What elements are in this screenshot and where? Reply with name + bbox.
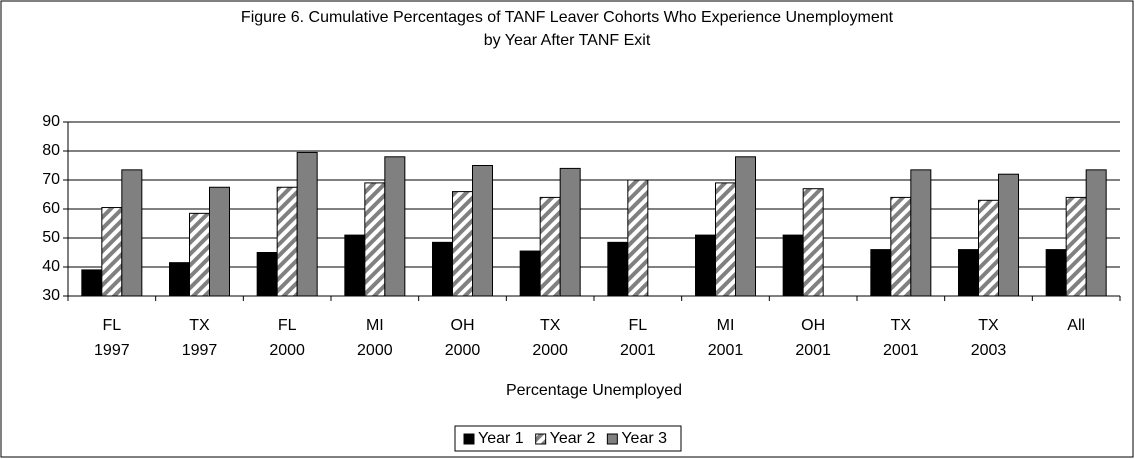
bar: [890, 196, 912, 297]
bar: [452, 191, 473, 297]
bar: [910, 169, 932, 297]
chart-title: Figure 6. Cumulative Percentages of TANF…: [241, 9, 894, 26]
bar: [296, 151, 318, 297]
x-tick-label: 2000: [445, 342, 481, 359]
bar: [432, 241, 453, 297]
bar: [169, 262, 190, 297]
legend-swatch: [463, 433, 475, 445]
bar: [627, 179, 649, 297]
x-tick-label: FL: [628, 317, 647, 334]
legend-box: [454, 425, 682, 452]
bar: [519, 250, 541, 297]
bar: [695, 234, 716, 297]
bar: [364, 182, 386, 297]
bar: [870, 249, 892, 297]
bar: [559, 167, 581, 297]
legend-label: Year 2: [550, 430, 596, 447]
x-tick-label: 2001: [708, 342, 744, 359]
bar: [256, 252, 278, 297]
x-tick-label: 1997: [182, 342, 218, 359]
bar: [472, 165, 493, 297]
bar: [802, 188, 824, 297]
x-tick-label: 2003: [971, 342, 1007, 359]
bar: [1045, 249, 1067, 297]
bar: [958, 249, 979, 297]
bar: [276, 186, 298, 297]
y-tick-label: 90: [42, 113, 60, 130]
x-tick-label: TX: [540, 317, 561, 334]
legend-swatch: [606, 433, 618, 445]
x-tick-label: 1997: [94, 342, 130, 359]
y-tick-label: 30: [42, 287, 60, 304]
bar: [715, 182, 736, 297]
bar: [607, 241, 629, 297]
bar: [384, 156, 406, 297]
bar: [344, 234, 366, 297]
legend-swatch: [535, 433, 547, 445]
x-tick-label: TX: [891, 317, 912, 334]
x-tick-label: OH: [451, 317, 475, 334]
bar: [189, 212, 210, 297]
x-tick-label: MI: [717, 317, 735, 334]
x-tick-label: MI: [366, 317, 384, 334]
y-tick-label: 40: [42, 258, 60, 275]
chart-title: by Year After TANF Exit: [484, 32, 651, 49]
bar: [978, 199, 999, 297]
bar: [1065, 196, 1087, 297]
x-tick-label: TX: [978, 317, 999, 334]
x-axis-label: Percentage Unemployed: [506, 382, 682, 399]
x-tick-label: OH: [801, 317, 825, 334]
legend-label: Year 3: [621, 430, 667, 447]
y-tick-label: 50: [42, 229, 60, 246]
x-tick-label: FL: [278, 317, 297, 334]
x-tick-label: 2001: [795, 342, 831, 359]
bar: [735, 156, 756, 297]
x-tick-label: 2001: [883, 342, 919, 359]
x-tick-label: FL: [102, 317, 121, 334]
bar: [539, 196, 561, 297]
bar: [1085, 169, 1107, 297]
x-tick-label: TX: [189, 317, 210, 334]
y-tick-label: 60: [42, 200, 60, 217]
legend-label: Year 1: [478, 430, 524, 447]
bar: [998, 173, 1019, 297]
bar: [782, 234, 804, 297]
bar: [209, 186, 230, 297]
bar: [81, 269, 103, 297]
x-tick-label: 2000: [269, 342, 305, 359]
x-tick-label: 2001: [620, 342, 656, 359]
x-tick-label: 2000: [357, 342, 393, 359]
x-tick-label: All: [1067, 317, 1085, 334]
x-tick-label: 2000: [532, 342, 568, 359]
y-tick-label: 70: [42, 171, 60, 188]
bar: [121, 169, 143, 297]
y-tick-label: 80: [42, 142, 60, 159]
bar: [101, 207, 123, 297]
